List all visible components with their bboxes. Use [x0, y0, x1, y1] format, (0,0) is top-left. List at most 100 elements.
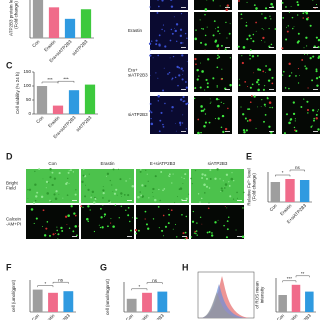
cell-dot	[76, 234, 78, 236]
cell-dot	[312, 56, 314, 58]
micrograph	[149, 12, 188, 50]
scale-bar	[269, 131, 274, 132]
cell-dot	[186, 38, 187, 39]
cell-dot	[55, 197, 58, 200]
cell-dot	[69, 228, 70, 229]
cell-dot	[247, 108, 249, 110]
cell-dot	[243, 46, 246, 49]
cell-dot	[201, 224, 202, 225]
bar	[142, 293, 152, 312]
cell-dot	[180, 67, 182, 69]
cell-dot	[201, 173, 203, 175]
cell-dot	[218, 99, 219, 100]
cell-dot	[87, 189, 89, 191]
cell-dot	[174, 28, 175, 29]
significance-label: ***	[47, 77, 53, 82]
cell-dot	[200, 63, 201, 64]
cell-dot	[295, 120, 296, 121]
cell-dot	[271, 82, 273, 84]
cell-dot	[240, 18, 241, 19]
cell-dot	[209, 231, 211, 233]
bar	[49, 7, 59, 38]
cell-dot	[182, 70, 183, 71]
cell-dot	[145, 170, 146, 171]
cell-dot	[182, 42, 183, 43]
cell-dot	[292, 17, 294, 19]
cell-dot	[164, 68, 165, 69]
cell-dot	[159, 34, 161, 36]
cell-dot	[307, 87, 308, 88]
cell-dot	[174, 202, 175, 203]
cell-dot	[204, 108, 206, 110]
cell-dot	[75, 189, 76, 190]
cell-dot	[250, 87, 252, 89]
cell-dot	[313, 120, 315, 122]
cell-dot	[132, 185, 135, 188]
cell-dot	[282, 17, 284, 19]
cell-dot	[186, 237, 188, 239]
significance-label: *	[282, 170, 284, 175]
cell-dot	[305, 37, 307, 39]
y-axis-label: cell (nmol/mgprot)	[105, 278, 110, 315]
cell-dot	[186, 87, 188, 89]
cell-dot	[249, 35, 251, 37]
cell-dot	[255, 7, 258, 10]
cell-dot	[159, 227, 160, 228]
cell-dot	[180, 98, 182, 100]
cell-dot	[180, 124, 182, 126]
cell-dot	[141, 184, 143, 186]
cell-dot	[35, 195, 37, 197]
cell-dot	[195, 29, 196, 30]
cell-dot	[184, 100, 185, 101]
cell-dot	[275, 28, 277, 30]
cell-dot	[72, 230, 74, 232]
cell-dot	[205, 35, 207, 37]
cell-dot	[175, 123, 176, 124]
cell-dot	[48, 182, 49, 183]
cell-dot	[115, 189, 117, 191]
cell-dot	[157, 12, 159, 14]
cell-dot	[107, 173, 109, 175]
cell-dot	[303, 98, 304, 99]
cell-dot	[245, 25, 247, 27]
cell-dot	[55, 233, 56, 234]
cell-dot	[87, 205, 89, 207]
cell-dot	[185, 81, 187, 83]
cell-dot	[257, 89, 260, 92]
bar	[53, 106, 63, 114]
micrograph	[194, 54, 232, 92]
cell-dot	[223, 225, 225, 227]
micrograph	[191, 205, 245, 239]
cell-dot	[304, 54, 305, 55]
micrograph-bg	[282, 0, 320, 10]
cell-dot	[107, 225, 109, 227]
micrograph-bg	[191, 205, 244, 239]
cell-dot	[104, 213, 106, 215]
cell-dot	[207, 82, 209, 84]
cell-dot	[269, 101, 272, 104]
cell-dot	[160, 112, 162, 114]
x-tick-label: Con	[276, 313, 286, 320]
cell-dot	[162, 189, 164, 191]
scale-bar	[181, 47, 186, 48]
cell-dot	[164, 103, 165, 104]
scale-bar	[182, 236, 187, 237]
bar	[300, 180, 309, 202]
cell-dot	[81, 181, 83, 183]
cell-dot	[314, 8, 315, 9]
panel-letter: C	[6, 60, 13, 70]
cell-dot	[250, 49, 252, 51]
cell-dot	[173, 56, 174, 57]
cell-dot	[288, 25, 289, 26]
cell-dot	[171, 5, 173, 7]
cell-dot	[282, 2, 284, 4]
cell-dot	[246, 129, 248, 131]
column-label: Erastin	[100, 161, 115, 166]
cell-dot	[227, 220, 229, 222]
cell-dot	[111, 184, 112, 185]
cell-dot	[144, 185, 146, 187]
cell-dot	[241, 55, 242, 56]
cell-dot	[264, 85, 265, 86]
cell-dot	[153, 57, 154, 58]
cell-dot	[219, 33, 220, 34]
